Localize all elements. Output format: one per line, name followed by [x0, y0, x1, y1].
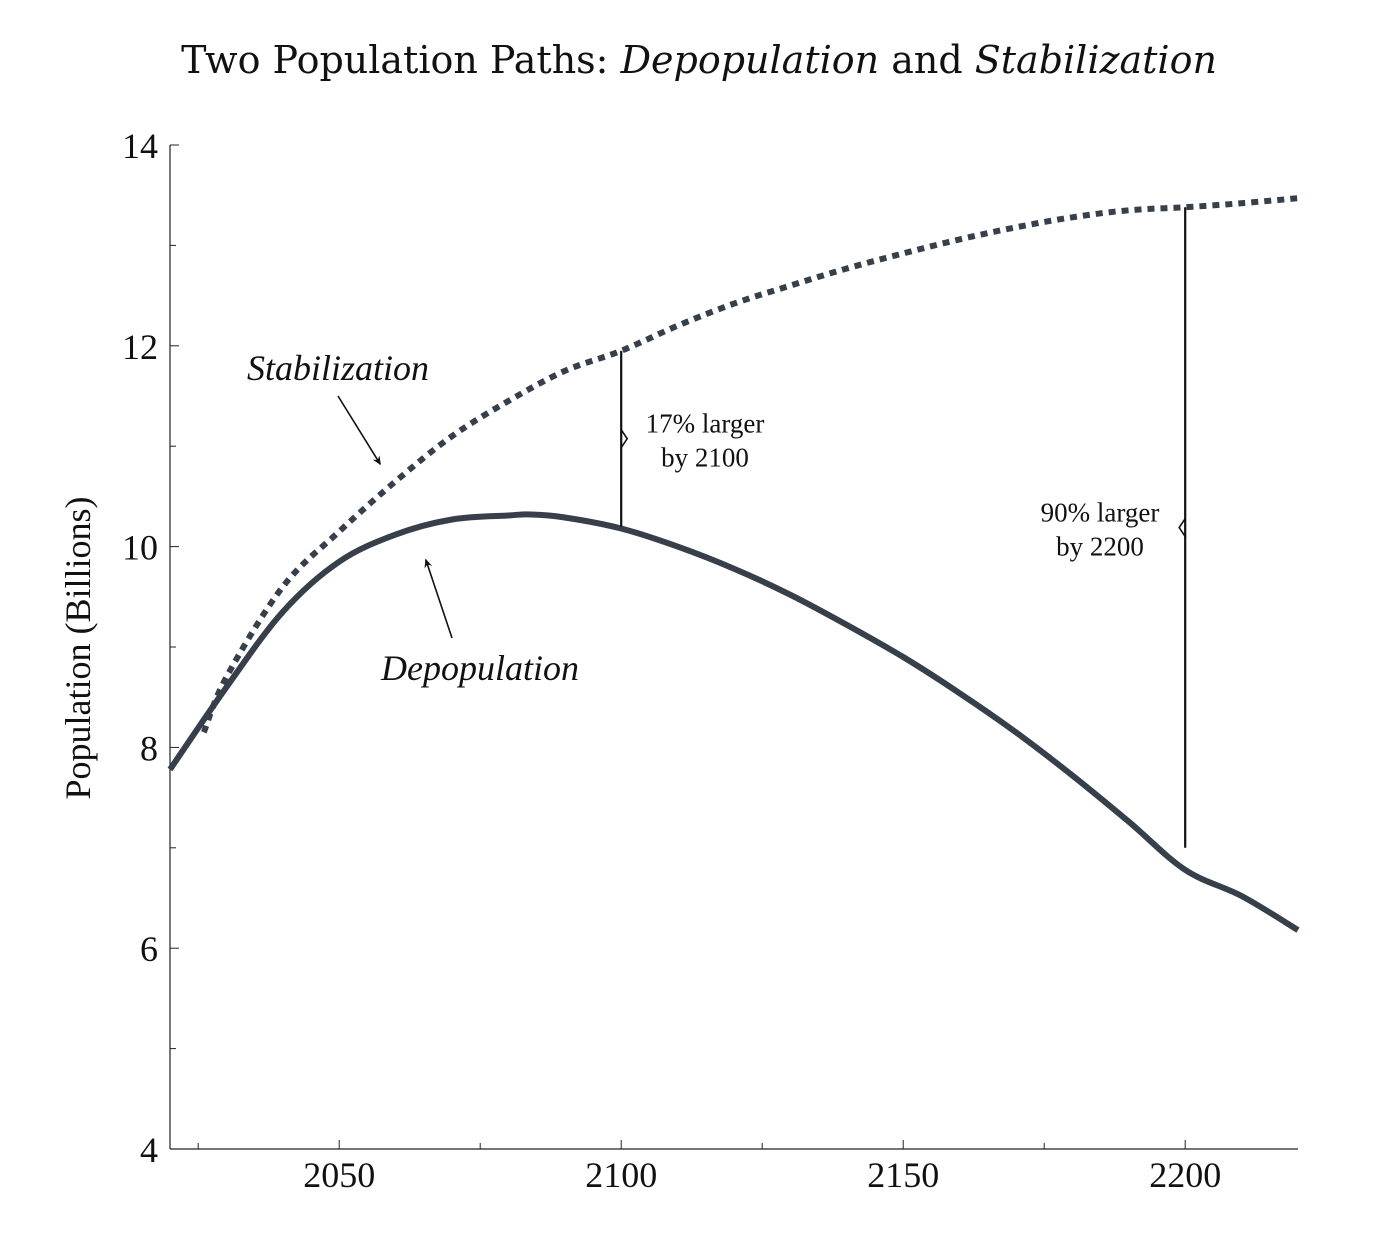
y-tick-label: 14 — [122, 126, 158, 166]
x-tick-label: 2150 — [867, 1155, 939, 1195]
chart-title-series-b: Stabilization — [974, 38, 1217, 82]
stabilization-label: Stabilization — [247, 348, 429, 388]
chart-title-series-a: Depopulation — [620, 38, 880, 82]
series-layer — [167, 195, 1300, 933]
gap-label-line2-gap2100: by 2100 — [661, 443, 749, 473]
x-tick-label: 2050 — [303, 1155, 375, 1195]
y-tick-label: 6 — [140, 929, 158, 969]
series-line-depopulation — [167, 511, 1300, 933]
x-tick-label: 2100 — [585, 1155, 657, 1195]
series-line-stabilization — [201, 195, 1299, 734]
gap-label-line1-gap2200: 90% larger — [1041, 498, 1160, 528]
chart-title: Two Population Paths: Depopulation and S… — [0, 38, 1398, 82]
axes: 4 6 8 10 12 14 2050 2100 2150 2200 — [122, 126, 1298, 1195]
gap-label-line1-gap2100: 17% larger — [646, 409, 765, 439]
y-tick-label: 10 — [122, 528, 158, 568]
depopulation-label: Depopulation — [380, 648, 579, 688]
gap-label-line2-gap2200: by 2200 — [1056, 532, 1144, 562]
depopulation-arrow — [424, 558, 453, 639]
gap-brace-gap2200 — [1178, 518, 1186, 537]
annotation-layer: Stabilization Depopulation 17% larger by 21… — [247, 207, 1187, 848]
chart-title-joiner: and — [879, 38, 975, 82]
y-axis-label: Population (Billions) — [58, 496, 98, 799]
stabilization-arrow — [337, 395, 381, 466]
y-tick-label: 12 — [122, 327, 158, 367]
chart-title-prefix: Two Population Paths: — [181, 38, 621, 82]
y-tick-label: 4 — [140, 1130, 158, 1170]
y-tick-label: 8 — [140, 728, 158, 768]
gap-brace-gap2100 — [620, 429, 629, 449]
x-tick-label: 2200 — [1149, 1155, 1221, 1195]
